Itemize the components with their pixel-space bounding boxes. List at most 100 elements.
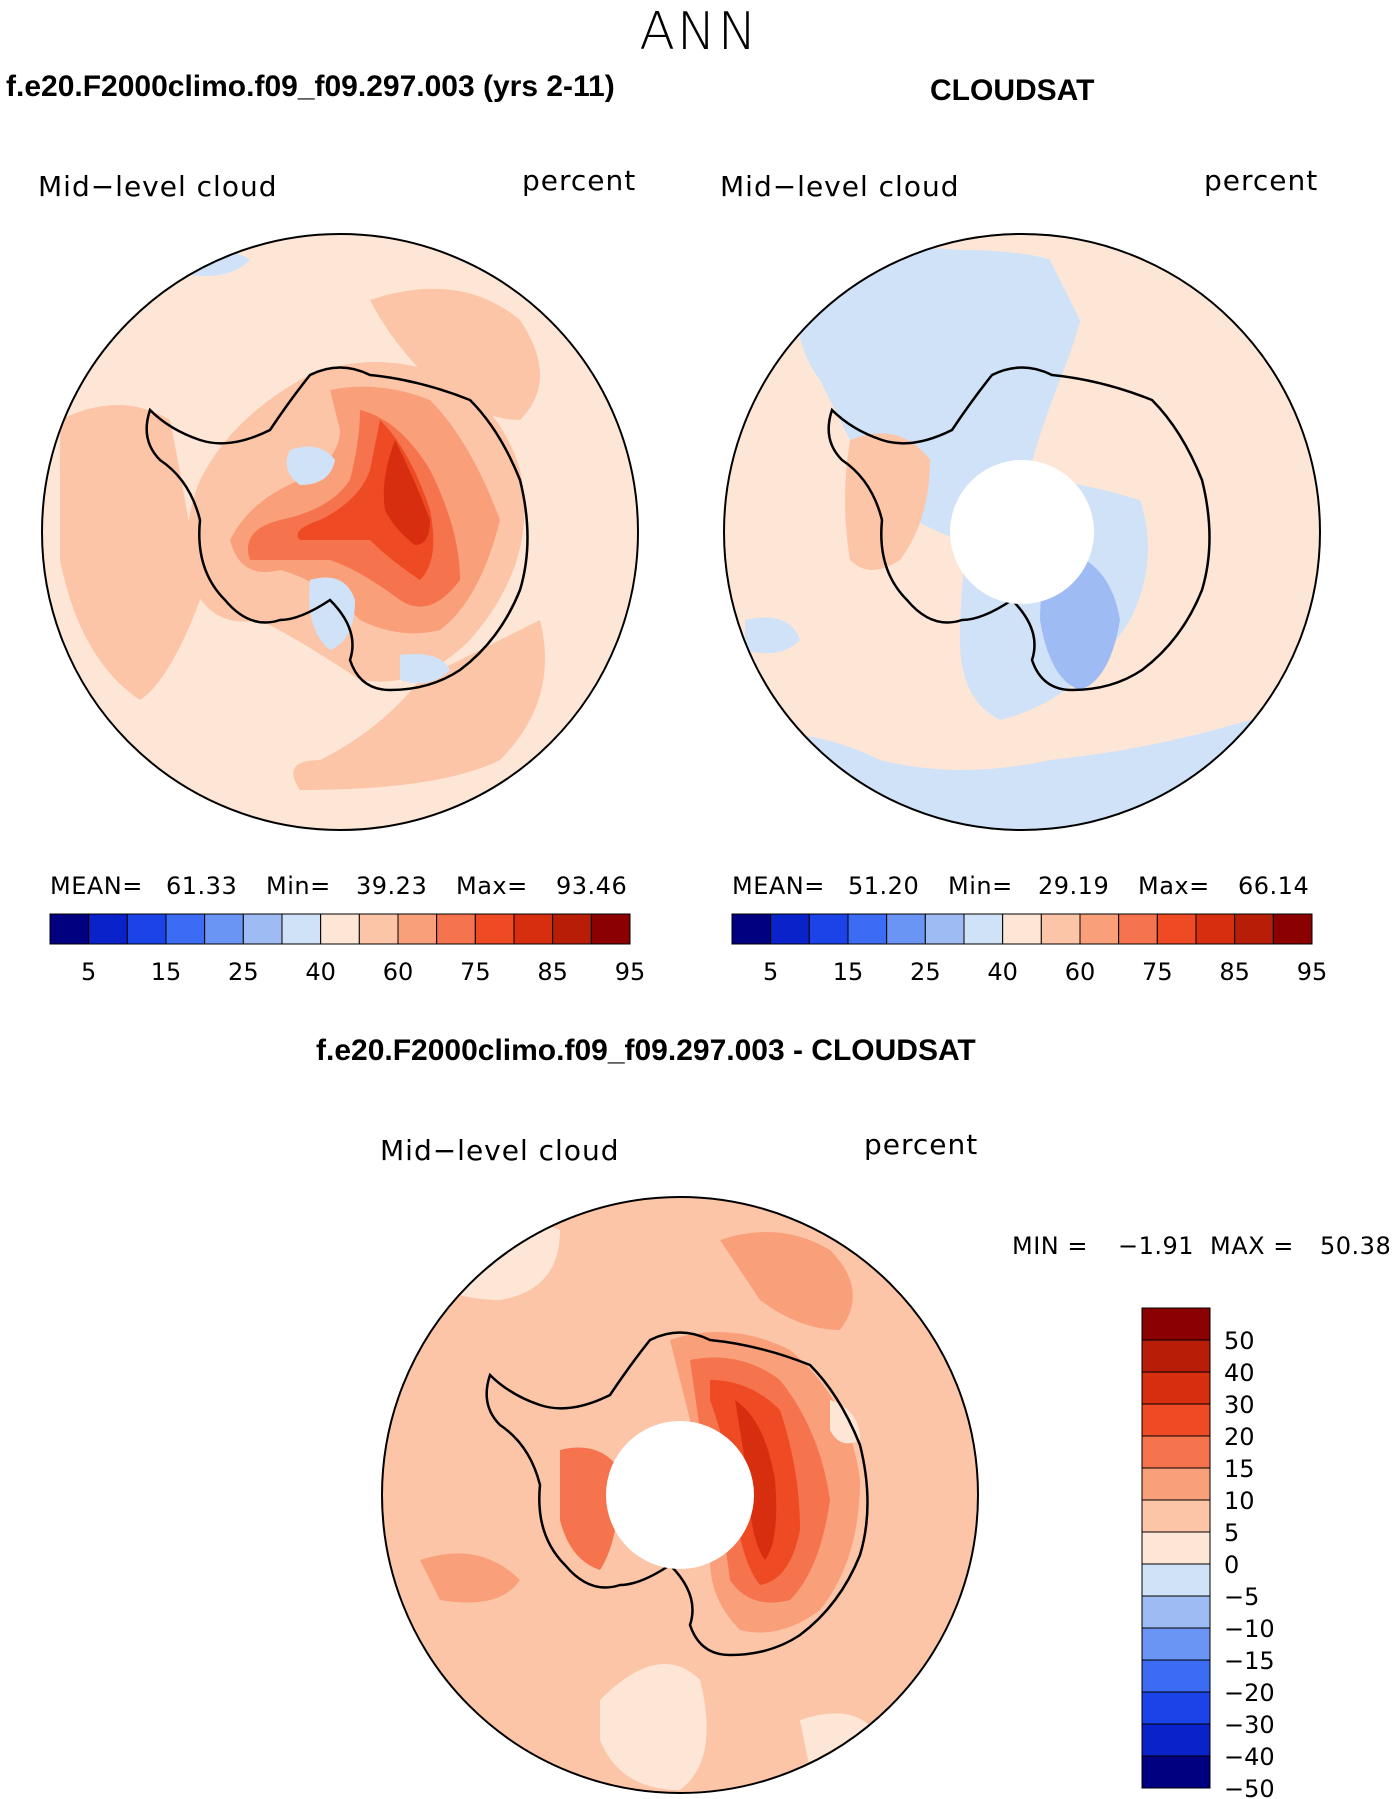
obs-colorbar-tick-label: 40 — [987, 958, 1018, 986]
model-colorbar-swatch — [552, 913, 592, 945]
model-variable-label: Mid−level cloud — [38, 170, 278, 203]
difference-colorbar-swatch — [1141, 1659, 1211, 1693]
difference-colorbar-swatch — [1141, 1691, 1211, 1725]
difference-colorbar-swatch — [1141, 1531, 1211, 1565]
model-colorbar-swatch — [165, 913, 206, 945]
difference-colorbar-tick-label: −20 — [1224, 1679, 1275, 1707]
obs-colorbar-tick-label: 85 — [1219, 958, 1250, 986]
obs-colorbar-swatch — [924, 913, 965, 945]
model-colorbar-swatch — [358, 913, 399, 945]
model-colorbar-swatch — [126, 913, 167, 945]
difference-colorbar-tick-label: −50 — [1224, 1775, 1275, 1799]
obs-colorbar-tick-label: 5 — [763, 958, 778, 986]
obs-colorbar-swatch — [1002, 913, 1042, 945]
difference-colorbar-tick-label: 5 — [1224, 1519, 1239, 1547]
difference-colorbar-tick-label: −40 — [1224, 1743, 1275, 1771]
model-colorbar-tick-label: 75 — [460, 958, 491, 986]
model-mean-value: 61.33 — [166, 872, 238, 900]
obs-colorbar-swatch — [1040, 913, 1081, 945]
model-colorbar-swatch — [590, 913, 631, 945]
obs-mean-value: 51.20 — [848, 872, 920, 900]
difference-colorbar-tick-label: 20 — [1224, 1423, 1255, 1451]
model-colorbar-tick-label: 25 — [228, 958, 259, 986]
obs-max-value: 66.14 — [1238, 872, 1310, 900]
model-max-label: Max= — [456, 872, 528, 900]
model-colorbar-swatch — [474, 913, 515, 945]
difference-min-value: −1.91 — [1118, 1232, 1195, 1260]
obs-colorbar-swatch — [1234, 913, 1274, 945]
obs-min-value: 29.19 — [1038, 872, 1110, 900]
model-min-label: Min= — [266, 872, 331, 900]
model-colorbar-swatch — [49, 913, 90, 945]
obs-variable-label: Mid−level cloud — [720, 170, 960, 203]
difference-colorbar-tick-label: 30 — [1224, 1391, 1255, 1419]
difference-colorbar-swatch — [1141, 1755, 1211, 1789]
obs-colorbar-swatch — [886, 913, 926, 945]
model-min-value: 39.23 — [356, 872, 428, 900]
model-colorbar-swatch — [513, 913, 554, 945]
obs-colorbar-tick-label: 75 — [1142, 958, 1173, 986]
difference-colorbar-tick-label: −5 — [1224, 1583, 1259, 1611]
model-colorbar-swatch — [281, 913, 322, 945]
obs-mean-label: MEAN= — [732, 872, 825, 900]
obs-min-label: Min= — [948, 872, 1013, 900]
model-panel-title: f.e20.F2000climo.f09_f09.297.003 (yrs 2-… — [6, 70, 615, 103]
obs-colorbar-tick-label: 60 — [1065, 958, 1096, 986]
difference-colorbar-swatch — [1141, 1403, 1211, 1437]
model-max-value: 93.46 — [556, 872, 628, 900]
model-mean-label: MEAN= — [50, 872, 143, 900]
obs-max-label: Max= — [1138, 872, 1210, 900]
difference-min-label: MIN = — [1012, 1232, 1088, 1260]
obs-panel-title: CLOUDSAT — [930, 74, 1095, 107]
difference-colorbar-tick-label: 15 — [1224, 1455, 1255, 1483]
difference-colorbar-swatch — [1141, 1371, 1211, 1405]
model-colorbar-swatch — [436, 913, 476, 945]
obs-colorbar-swatch — [1156, 913, 1197, 945]
difference-colorbar-swatch — [1141, 1307, 1211, 1341]
difference-colorbar-swatch — [1141, 1499, 1211, 1533]
difference-colorbar-tick-label: 40 — [1224, 1359, 1255, 1387]
difference-max-label: MAX = — [1210, 1232, 1294, 1260]
model-colorbar-swatch — [242, 913, 283, 945]
model-colorbar-tick-label: 95 — [615, 958, 646, 986]
obs-colorbar-tick-label: 95 — [1297, 958, 1328, 986]
model-colorbar-tick-label: 5 — [81, 958, 96, 986]
difference-colorbar-tick-label: −30 — [1224, 1711, 1275, 1739]
difference-colorbar-swatch — [1141, 1723, 1211, 1757]
difference-colorbar-tick-label: 50 — [1224, 1327, 1255, 1355]
model-colorbar-tick-label: 15 — [151, 958, 182, 986]
difference-colorbar-tick-label: −15 — [1224, 1647, 1275, 1675]
season-title: ANN — [639, 2, 759, 62]
difference-units-label: percent — [864, 1128, 979, 1161]
difference-colorbar-tick-label: 0 — [1224, 1551, 1239, 1579]
difference-colorbar-swatch — [1141, 1595, 1211, 1629]
obs-colorbar-swatch — [847, 913, 888, 945]
obs-colorbar-swatch — [1195, 913, 1236, 945]
model-colorbar-swatch — [204, 913, 244, 945]
difference-colorbar-swatch — [1141, 1467, 1211, 1501]
model-colorbar-tick-label: 85 — [537, 958, 568, 986]
obs-units-label: percent — [1204, 164, 1319, 197]
difference-colorbar-tick-label: 10 — [1224, 1487, 1255, 1515]
model-units-label: percent — [522, 164, 637, 197]
model-colorbar-tick-label: 40 — [305, 958, 336, 986]
obs-colorbar-swatch — [1272, 913, 1313, 945]
difference-colorbar-swatch — [1141, 1627, 1211, 1661]
difference-title: f.e20.F2000climo.f09_f09.297.003 - CLOUD… — [316, 1034, 976, 1067]
model-colorbar-tick-label: 60 — [383, 958, 414, 986]
obs-colorbar-tick-label: 15 — [833, 958, 864, 986]
difference-variable-label: Mid−level cloud — [380, 1134, 620, 1167]
model-colorbar-swatch — [88, 913, 128, 945]
difference-colorbar-swatch — [1141, 1435, 1211, 1469]
difference-max-value: 50.38 — [1320, 1232, 1392, 1260]
difference-colorbar-swatch — [1141, 1339, 1211, 1373]
obs-colorbar-swatch — [1079, 913, 1120, 945]
difference-colorbar-swatch — [1141, 1563, 1211, 1597]
obs-colorbar-tick-label: 25 — [910, 958, 941, 986]
